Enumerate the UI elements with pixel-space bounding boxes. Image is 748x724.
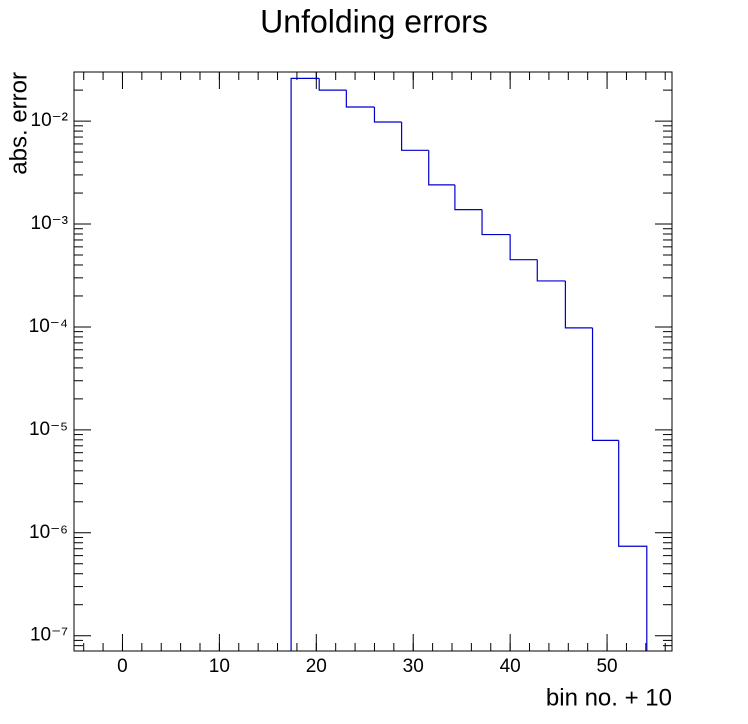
x-axis-label: bin no. + 10: [546, 684, 672, 711]
histogram-bin: [454, 184, 483, 211]
chart-title: Unfolding errors: [260, 3, 488, 39]
histogram-bin: [591, 327, 619, 441]
x-tick-label: 30: [403, 656, 424, 677]
histogram-bin: [400, 122, 429, 151]
y-tick-label: 10⁻⁴: [29, 316, 68, 337]
histogram-bin: [318, 78, 347, 91]
x-tick-label: 0: [117, 656, 128, 677]
histogram-bin: [373, 107, 402, 123]
histogram-bin: [536, 259, 566, 282]
histogram-bin: [290, 77, 320, 651]
x-tick-label: 40: [500, 656, 521, 677]
y-tick-label: 10⁻²: [31, 110, 69, 131]
histogram-bin: [618, 440, 648, 651]
histogram-bin: [481, 209, 511, 236]
y-axis-label: abs. error: [5, 72, 32, 175]
x-tick-label: 20: [306, 656, 327, 677]
histogram-bin: [564, 280, 593, 329]
y-tick-label: 10⁻⁷: [30, 625, 68, 646]
x-tick-label: 10: [209, 656, 230, 677]
histogram-bin: [428, 150, 455, 186]
y-tick-label: 10⁻³: [31, 213, 69, 234]
histogram-bin: [345, 90, 375, 108]
y-tick-label: 10⁻⁵: [29, 419, 68, 440]
plot-frame: [73, 71, 673, 652]
y-tick-label: 10⁻⁶: [29, 522, 68, 543]
histogram-bin: [509, 234, 538, 261]
x-tick-label: 50: [596, 656, 617, 677]
